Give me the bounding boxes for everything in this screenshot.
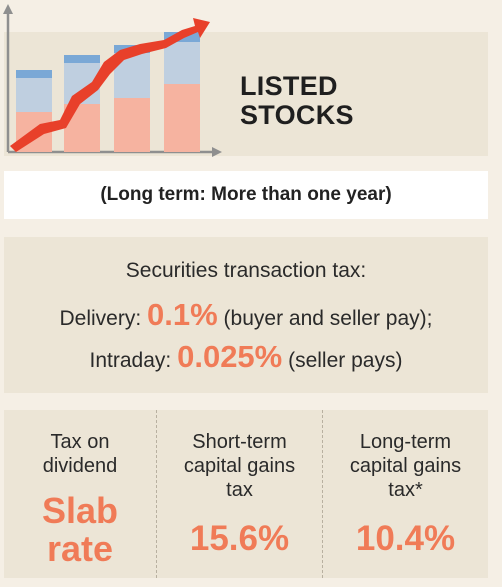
short-term-tax-label-line1: Short-term [192, 431, 287, 453]
dividend-tax-value-line2: rate [46, 528, 114, 569]
chart-y-arrowhead [3, 4, 13, 14]
stt-intraday-value: 0.025% [177, 339, 283, 374]
short-term-tax-value: 15.6% [189, 519, 290, 558]
dividend-tax-value-line1: Slab [41, 490, 119, 531]
chart-bars [16, 32, 200, 152]
rising-arrow [10, 18, 210, 152]
long-term-tax-column: Long-term capital gains tax* 10.4% [322, 410, 488, 578]
header-title: LISTED STOCKS [240, 72, 440, 130]
long-term-tax-label-line1: Long-term [359, 431, 452, 453]
tax-columns-panel: Tax on dividend Slab rate Short-term cap… [4, 410, 488, 578]
stt-intraday-line: Intraday: 0.025% (seller pays) [4, 339, 488, 375]
long-term-tax-label-line2: capital gains [349, 455, 462, 477]
dividend-tax-label: Tax on dividend [4, 410, 156, 478]
stt-delivery-value: 0.1% [147, 297, 218, 332]
long-term-tax-label: Long-term capital gains tax* [323, 410, 488, 502]
subtitle-panel: (Long term: More than one year) [4, 171, 488, 219]
dividend-tax-label-line1: Tax on [50, 431, 110, 453]
chart-bar-base [164, 84, 200, 152]
subtitle-text: (Long term: More than one year) [100, 184, 392, 205]
stt-delivery-line: Delivery: 0.1% (buyer and seller pay); [4, 297, 488, 333]
chart-x-arrowhead [212, 147, 222, 157]
stt-delivery-note: (buyer and seller pay); [223, 307, 433, 330]
header-title-line2: STOCKS [240, 100, 354, 130]
chart-bar-cap [16, 70, 52, 78]
rising-stock-chart-icon [3, 4, 222, 157]
securities-transaction-tax-panel: Securities transaction tax: Delivery: 0.… [4, 237, 488, 393]
long-term-tax-label-line3: tax* [388, 479, 423, 501]
stt-delivery-label: Delivery: [59, 307, 142, 330]
short-term-tax-column: Short-term capital gains tax 15.6% [156, 410, 322, 578]
short-term-tax-label: Short-term capital gains tax [157, 410, 322, 502]
dividend-tax-value: Slab rate [4, 492, 156, 568]
short-term-tax-label-line3: tax [226, 479, 253, 501]
dividend-tax-column: Tax on dividend Slab rate [4, 410, 156, 578]
chart-bar-cap [64, 55, 100, 63]
stt-title: Securities transaction tax: [125, 259, 367, 282]
chart-bar-base [114, 98, 150, 152]
dividend-tax-label-line2: dividend [42, 455, 118, 477]
stt-intraday-note: (seller pays) [288, 349, 403, 372]
short-term-tax-label-line2: capital gains [183, 455, 296, 477]
header-title-line1: LISTED [240, 71, 338, 101]
stt-intraday-label: Intraday: [89, 349, 172, 372]
long-term-tax-value: 10.4% [355, 519, 456, 558]
